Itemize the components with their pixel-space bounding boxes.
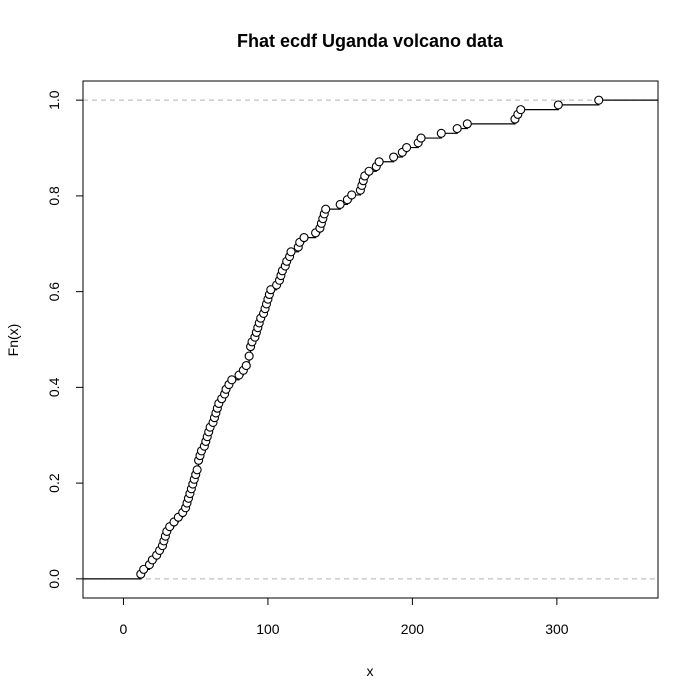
x-tick-label: 0 (120, 621, 128, 637)
y-tick-label: 0.0 (46, 569, 62, 589)
x-axis-label: x (367, 663, 374, 679)
data-point (364, 166, 374, 176)
data-point (266, 285, 276, 295)
data-point (374, 157, 384, 167)
data-point (241, 361, 251, 371)
x-tick-label: 200 (401, 621, 425, 637)
x-axis: 0 100 200 300 (120, 597, 569, 637)
chart-title: Fhat ecdf Uganda volcano data (237, 31, 504, 51)
data-point (436, 128, 446, 138)
data-point (321, 204, 331, 214)
y-tick-label: 0.4 (46, 377, 62, 397)
data-point (594, 95, 604, 105)
plot-area (83, 95, 658, 580)
data-point (347, 190, 357, 200)
y-tick-label: 0.2 (46, 473, 62, 493)
plot-frame (82, 80, 659, 599)
data-point (516, 105, 526, 115)
x-tick-label: 100 (256, 621, 280, 637)
y-tick-label: 1.0 (46, 90, 62, 110)
data-point (299, 233, 309, 243)
data-point (416, 133, 426, 143)
y-axis: 0.0 0.2 0.4 0.6 0.8 1.0 (46, 90, 84, 589)
data-point (402, 142, 412, 153)
y-axis-label: Fn(x) (5, 324, 21, 357)
data-point (192, 465, 202, 475)
data-point (139, 564, 149, 574)
data-point (452, 124, 462, 134)
x-tick-label: 300 (545, 621, 569, 637)
data-point (227, 375, 237, 385)
data-point (244, 351, 254, 361)
y-tick-label: 0.8 (46, 186, 62, 206)
data-point (553, 100, 563, 110)
data-point (462, 119, 472, 129)
y-tick-label: 0.6 (46, 282, 62, 302)
data-point (389, 152, 399, 162)
data-point (286, 247, 296, 257)
data-point (335, 199, 345, 209)
